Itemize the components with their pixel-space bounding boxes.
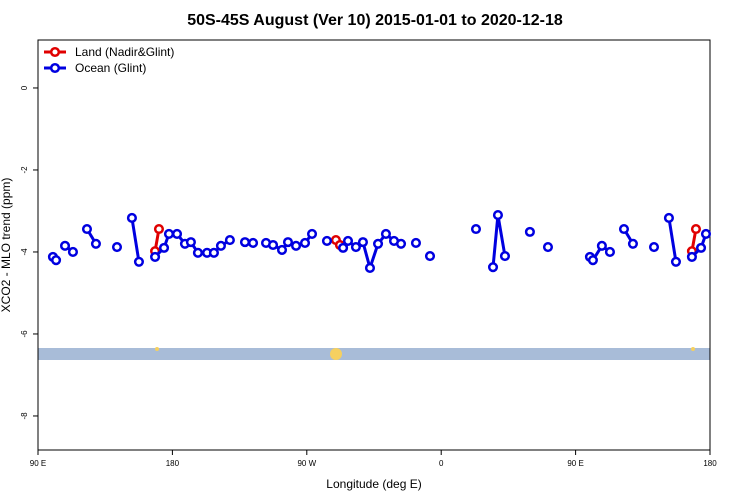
point bbox=[171, 228, 183, 239]
x-tick-label: 90 W bbox=[297, 459, 316, 468]
point bbox=[542, 242, 554, 253]
point bbox=[695, 242, 707, 253]
point bbox=[350, 242, 361, 253]
point bbox=[150, 251, 161, 262]
point bbox=[111, 242, 123, 253]
point bbox=[81, 223, 93, 235]
point bbox=[342, 235, 354, 246]
point bbox=[424, 251, 436, 262]
point bbox=[90, 238, 101, 249]
point bbox=[306, 228, 318, 239]
point bbox=[299, 237, 311, 248]
point bbox=[587, 255, 598, 266]
x-axis-label: Longitude (deg E) bbox=[326, 477, 421, 491]
legend-swatch bbox=[49, 46, 61, 58]
point bbox=[686, 251, 697, 262]
point bbox=[158, 242, 170, 253]
x-tick-label: 180 bbox=[703, 459, 717, 468]
point bbox=[648, 242, 660, 253]
point bbox=[663, 212, 674, 223]
point bbox=[604, 246, 615, 258]
y-tick-label: -4 bbox=[20, 248, 29, 256]
point bbox=[163, 228, 175, 239]
point bbox=[700, 228, 712, 239]
point bbox=[470, 223, 482, 235]
point bbox=[153, 223, 165, 235]
chart-title: 50S-45S August (Ver 10) 2015-01-01 to 20… bbox=[187, 12, 563, 29]
point bbox=[192, 247, 203, 258]
plot-frame bbox=[37, 39, 711, 451]
point bbox=[215, 240, 226, 251]
point bbox=[247, 237, 259, 248]
y-axis-label: XCO2 - MLO trend (ppm) bbox=[0, 178, 13, 313]
x-tick-label: 0 bbox=[439, 459, 444, 468]
point bbox=[282, 237, 294, 248]
point bbox=[126, 212, 137, 223]
point bbox=[380, 228, 391, 239]
point bbox=[524, 226, 535, 237]
point bbox=[357, 237, 368, 248]
point bbox=[372, 238, 384, 249]
y-tick-label: -2 bbox=[20, 166, 29, 174]
point bbox=[51, 255, 62, 266]
point bbox=[410, 237, 422, 248]
point bbox=[364, 262, 376, 274]
point bbox=[492, 210, 503, 221]
point bbox=[499, 251, 511, 262]
point bbox=[338, 242, 349, 253]
point bbox=[133, 256, 144, 267]
point bbox=[596, 240, 607, 251]
series-line bbox=[153, 228, 698, 252]
coverage-band bbox=[38, 348, 710, 360]
sun-marker bbox=[330, 348, 342, 360]
sun-marker bbox=[155, 347, 159, 351]
point bbox=[395, 238, 407, 249]
point bbox=[59, 240, 71, 251]
x-tick-label: 90 E bbox=[30, 459, 46, 468]
point bbox=[670, 256, 682, 267]
x-tick-label: 90 E bbox=[567, 459, 583, 468]
point bbox=[276, 244, 288, 255]
point bbox=[67, 246, 78, 258]
sun-marker bbox=[691, 347, 695, 351]
legend-label: Land (Nadir&Glint) bbox=[75, 45, 174, 59]
point bbox=[268, 239, 279, 251]
point bbox=[224, 235, 235, 246]
point bbox=[239, 237, 251, 248]
x-tick-label: 180 bbox=[166, 459, 180, 468]
y-tick-label: -8 bbox=[20, 412, 29, 420]
point bbox=[321, 235, 333, 246]
y-tick-label: 0 bbox=[20, 85, 29, 90]
point bbox=[185, 237, 196, 248]
y-tick-label: -6 bbox=[20, 330, 29, 338]
point bbox=[208, 247, 219, 258]
point bbox=[290, 240, 302, 251]
legend-label: Ocean (Glint) bbox=[75, 61, 146, 75]
point bbox=[690, 223, 702, 235]
point bbox=[487, 262, 499, 273]
point bbox=[618, 223, 630, 235]
point bbox=[627, 238, 638, 249]
legend-swatch bbox=[49, 62, 61, 74]
